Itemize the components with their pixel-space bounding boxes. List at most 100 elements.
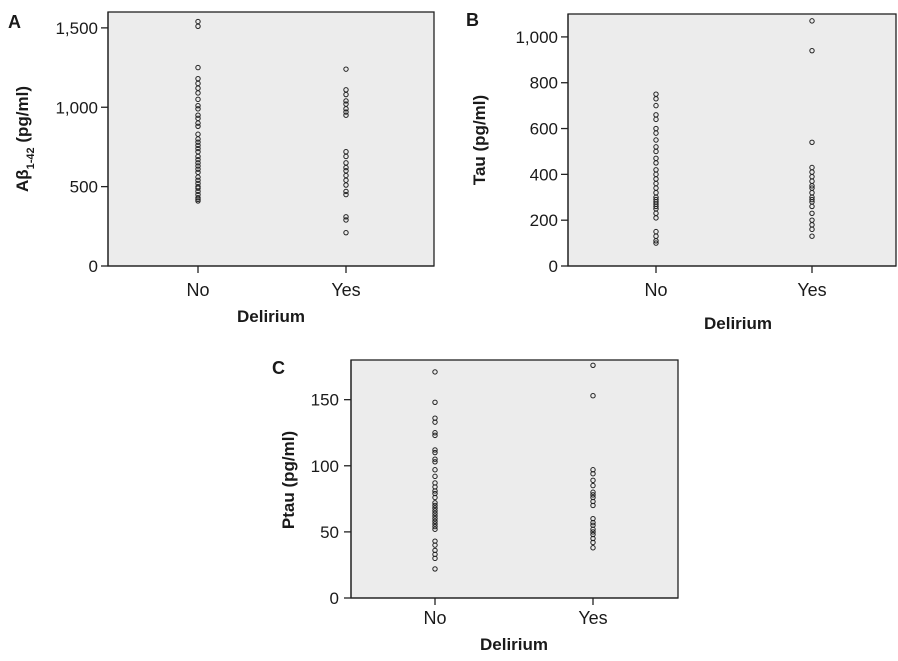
panel-b-y-tick-label: 400 — [530, 165, 558, 184]
panel-c-data-point — [432, 399, 438, 406]
panel-a-data-point — [343, 164, 349, 171]
panel-c-data-point — [590, 492, 596, 498]
panel-a-data-point — [195, 166, 201, 172]
panel-c-data-point — [432, 526, 438, 532]
panel-a-data-point — [343, 66, 349, 72]
panel-a-data-point — [343, 91, 349, 98]
panel-b-x-tick-label: No — [644, 280, 667, 300]
panel-c-data-point — [432, 488, 438, 494]
panel-a-data-point — [195, 153, 201, 160]
panel-a-data-point — [195, 142, 201, 149]
panel-c-y-axis-title: Ptau (pg/ml) — [279, 431, 298, 529]
panel-c-data-point — [432, 447, 438, 453]
panel-a-data-point — [195, 102, 201, 109]
panel-a-data-point — [195, 185, 201, 191]
panel-a-data-point — [195, 160, 201, 166]
panel-a-data-point — [195, 90, 201, 96]
panel-c-data-point — [432, 419, 438, 425]
panel-a-data-point — [195, 120, 201, 126]
panel-b-data-point — [653, 116, 659, 123]
panel-c-data-point — [590, 477, 596, 484]
panel-a-data-point — [343, 112, 349, 118]
panel-c-data-point — [432, 542, 438, 548]
panel-a-data-point — [195, 174, 201, 180]
panel-a-data-point — [195, 96, 201, 103]
panel-a-x-axis-title: Delirium — [237, 307, 305, 326]
panel-b-data-point — [653, 137, 659, 143]
panel-c-data-point — [432, 430, 438, 436]
panel-c-y-tick-label: 100 — [311, 457, 339, 476]
panel-a-data-point — [343, 217, 349, 223]
panel-c-data-point — [590, 393, 596, 399]
panel-b-data-point — [653, 203, 659, 210]
panel-a-data-point — [343, 214, 349, 220]
panel-c-data-point — [432, 473, 438, 480]
panel-c-data-point — [432, 494, 438, 501]
panel-a-data-point — [195, 106, 201, 112]
panel-c-data-point — [432, 456, 438, 462]
panel-b-data-point — [653, 148, 659, 155]
panel-b-data-point — [809, 183, 815, 189]
panel-c-data-point — [432, 555, 438, 562]
panel-a-data-point — [195, 136, 201, 142]
panel-a-y-tick-label: 1,000 — [55, 98, 98, 117]
panel-b-data-point — [809, 18, 815, 24]
panel-c-y-tick-label: 0 — [330, 589, 339, 608]
panel-b-marks: 0 200 400 600 800 1,000 No Yes — [515, 14, 896, 300]
panel-b-data-point — [809, 47, 815, 54]
panel-b-data-point — [809, 203, 815, 210]
panel-c: C Ptau (pg/ml) Delirium 0 50 100 150 No Yes — [272, 358, 679, 654]
panel-a-data-point — [195, 23, 201, 29]
panel-c-marks: 0 50 100 150 No Yes — [311, 360, 678, 628]
panel-a-y-tick-label: 0 — [89, 257, 98, 276]
panel-c-data-point — [590, 526, 596, 532]
panel-c-y-tick-label: 50 — [320, 523, 339, 542]
panel-a-data-point — [343, 188, 349, 195]
panel-b-data-point — [653, 130, 659, 136]
panel-c-data-point — [432, 515, 438, 522]
panel-b-data-point — [809, 233, 815, 239]
panel-a-y-tick-label: 1,500 — [55, 19, 98, 38]
panel-c-x-axis-title: Delirium — [480, 635, 548, 654]
panel-c-data-point — [432, 518, 438, 525]
panel-c-data-point — [590, 471, 596, 477]
panel-c-data-point — [590, 482, 596, 489]
panel-b-data-point — [653, 238, 659, 244]
panel-a-data-point — [195, 156, 201, 163]
panel-c-data-point — [432, 502, 438, 509]
panel-a: A Aβ1-42 (pg/ml) Delirium 0 500 1,000 1,500… — [8, 11, 435, 326]
panel-c-data-point — [432, 508, 438, 514]
panel-b-y-tick-label: 1,000 — [515, 28, 558, 47]
panel-c-data-point — [432, 510, 438, 517]
panel-b-plot-area — [567, 13, 897, 267]
panel-b-x-axis-title: Delirium — [704, 314, 772, 333]
panel-a-data-point — [195, 177, 201, 183]
panel-c-y-tick-label: 150 — [311, 391, 339, 410]
panel-c-data-point — [432, 566, 438, 572]
panel-a-plot-area — [107, 11, 435, 267]
panel-c-letter: C — [272, 358, 285, 378]
panel-c-data-point — [432, 432, 438, 439]
panel-c-data-point — [432, 467, 438, 473]
panel-b-data-point — [809, 210, 815, 217]
panel-c-data-point — [432, 449, 438, 456]
panel-a-data-point — [195, 196, 201, 203]
panel-a-data-point — [195, 145, 201, 152]
panel-c-data-point — [432, 523, 438, 530]
panel-b-y-tick-label: 200 — [530, 211, 558, 230]
panel-a-y-axis-title: Aβ1-42 (pg/ml) — [13, 86, 37, 192]
panel-c-plot-area — [350, 359, 679, 599]
panel-b-y-axis-title: Tau (pg/ml) — [470, 95, 489, 185]
panel-b-data-point — [653, 96, 659, 102]
panel-a-data-point — [195, 112, 201, 118]
panel-c-data-point — [432, 513, 438, 519]
panel-a-data-point — [195, 195, 201, 201]
panel-c-data-point — [590, 529, 596, 535]
panel-a-data-point — [343, 98, 349, 104]
panel-b-data-point — [653, 240, 659, 246]
panel-a-marks: 0 500 1,000 1,500 No Yes — [55, 12, 434, 300]
panel-a-data-point — [343, 182, 349, 188]
panel-b: B Tau (pg/ml) Delirium 0 200 400 600 800 1,00… — [466, 10, 897, 333]
